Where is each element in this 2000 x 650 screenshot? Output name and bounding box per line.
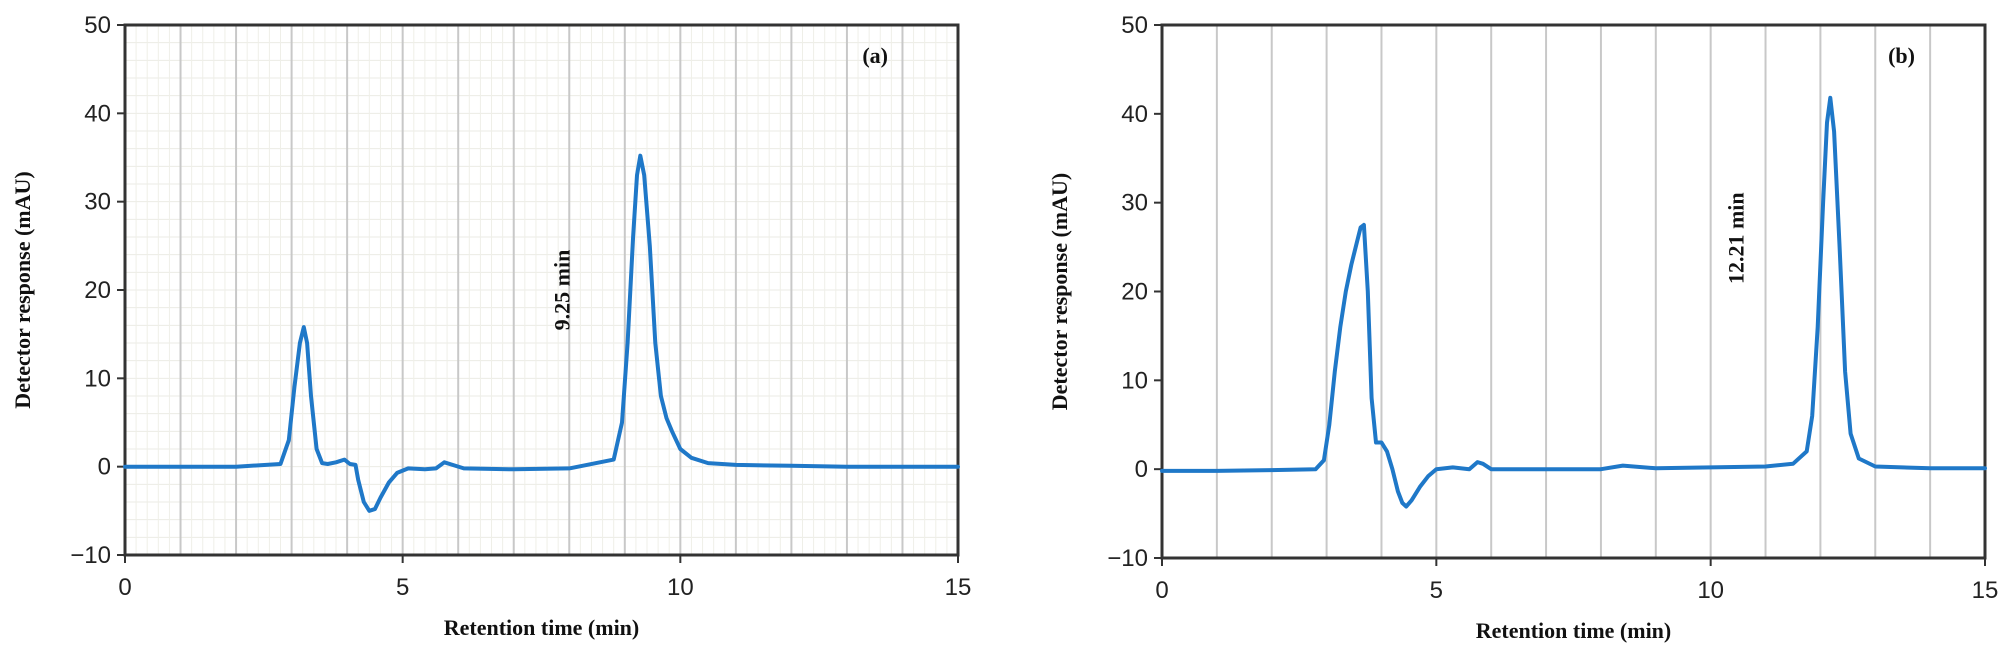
panel-label: (b) (1888, 43, 1915, 68)
y-tick-label: 40 (1121, 101, 1148, 128)
y-tick-label: 30 (1121, 190, 1148, 217)
y-tick-label: 40 (84, 100, 111, 127)
y-tick-label: 20 (1121, 279, 1148, 306)
y-tick-label: 10 (84, 365, 111, 392)
y-tick-label: −10 (1107, 545, 1148, 572)
y-axis-title: Detector response (mAU) (10, 171, 35, 408)
panel-label: (a) (862, 43, 888, 68)
y-tick-label: 10 (1121, 367, 1148, 394)
chart-panel-a: −10 0 10 20 30 40 50 0 5 10 15 Retention time (min)… (10, 12, 971, 640)
x-tick-label: 10 (1697, 577, 1724, 604)
x-tick-label: 0 (118, 574, 131, 601)
x-tick-label: 5 (1430, 577, 1443, 604)
plot-area (1162, 25, 1985, 558)
x-axis-title: Retention time (min) (444, 615, 640, 640)
y-tick-label: 50 (84, 12, 111, 39)
y-tick-label: 20 (84, 277, 111, 304)
series-line (123, 153, 960, 513)
peak-annotation: 9.25 min (549, 250, 574, 331)
x-tick-label: 10 (667, 574, 694, 601)
peak-annotation: 12.21 min (1724, 192, 1749, 284)
series-line (1160, 95, 1987, 509)
y-axis-title: Detector response (mAU) (1047, 173, 1072, 410)
y-tick-label: 50 (1121, 12, 1148, 39)
y-tick-label: 0 (98, 454, 111, 481)
chart-panel-b: −10 0 10 20 30 40 50 0 5 10 15 Retention time (min)… (1047, 12, 1998, 643)
y-tick-label: −10 (70, 542, 111, 569)
x-tick-label: 15 (1972, 577, 1999, 604)
y-tick-label: 30 (84, 189, 111, 216)
x-tick-label: 0 (1155, 577, 1168, 604)
x-tick-label: 5 (396, 574, 409, 601)
x-axis-title: Retention time (min) (1476, 618, 1672, 643)
x-tick-label: 15 (945, 574, 972, 601)
y-tick-label: 0 (1135, 456, 1148, 483)
